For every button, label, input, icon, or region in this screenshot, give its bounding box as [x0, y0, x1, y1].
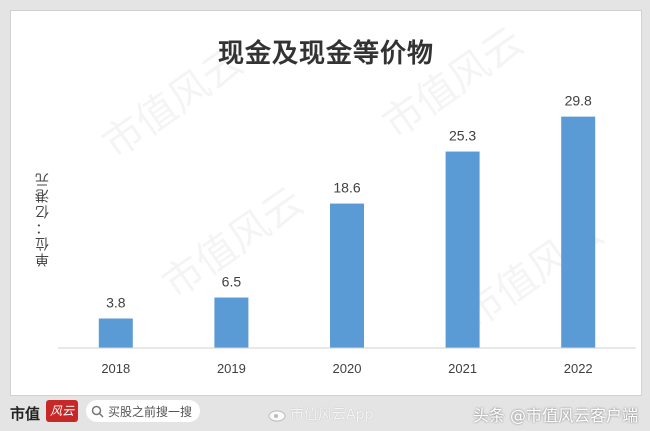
search-box[interactable]: 买股之前搜一搜 — [86, 400, 200, 422]
bar-2022 — [561, 116, 596, 349]
data-label-2018: 3.8 — [106, 294, 126, 310]
brand-logo-badge: 风云 — [46, 400, 78, 422]
toutiao-handle: 头条 @市值风云客户端 — [472, 406, 638, 425]
x-tick-label-2019: 2019 — [217, 361, 246, 376]
bar-2018 — [98, 318, 133, 348]
search-placeholder: 买股之前搜一搜 — [108, 404, 193, 419]
data-label-2021: 25.3 — [449, 128, 476, 144]
data-label-2019: 6.5 — [222, 274, 242, 290]
footer-bar: 市值 风云 买股之前搜一搜 市值风云App 头条 @市值风云客户端 — [0, 396, 650, 431]
search-icon — [86, 400, 108, 422]
weibo-icon — [268, 406, 288, 422]
weibo-text: 市值风云App — [290, 407, 374, 423]
bar-2020 — [330, 203, 364, 348]
x-tick-label-2022: 2022 — [564, 361, 593, 376]
x-tick-label-2020: 2020 — [333, 361, 362, 376]
x-tick-label-2018: 2018 — [101, 361, 130, 376]
bar-2019 — [214, 297, 249, 348]
chart-title: 现金及现金等价物 — [217, 39, 434, 69]
brand-logo-text: 市值 — [10, 405, 41, 423]
x-tick-label-2021: 2021 — [448, 361, 477, 376]
data-label-2022: 29.8 — [565, 93, 592, 109]
bar-chart: 3.8 2018 6.5 2019 18.6 2020 25.3 2021 29.8 2022 — [58, 93, 636, 376]
data-label-2020: 18.6 — [333, 180, 360, 196]
weibo-handle: 市值风云App — [268, 404, 373, 424]
bar-2021 — [445, 151, 480, 348]
